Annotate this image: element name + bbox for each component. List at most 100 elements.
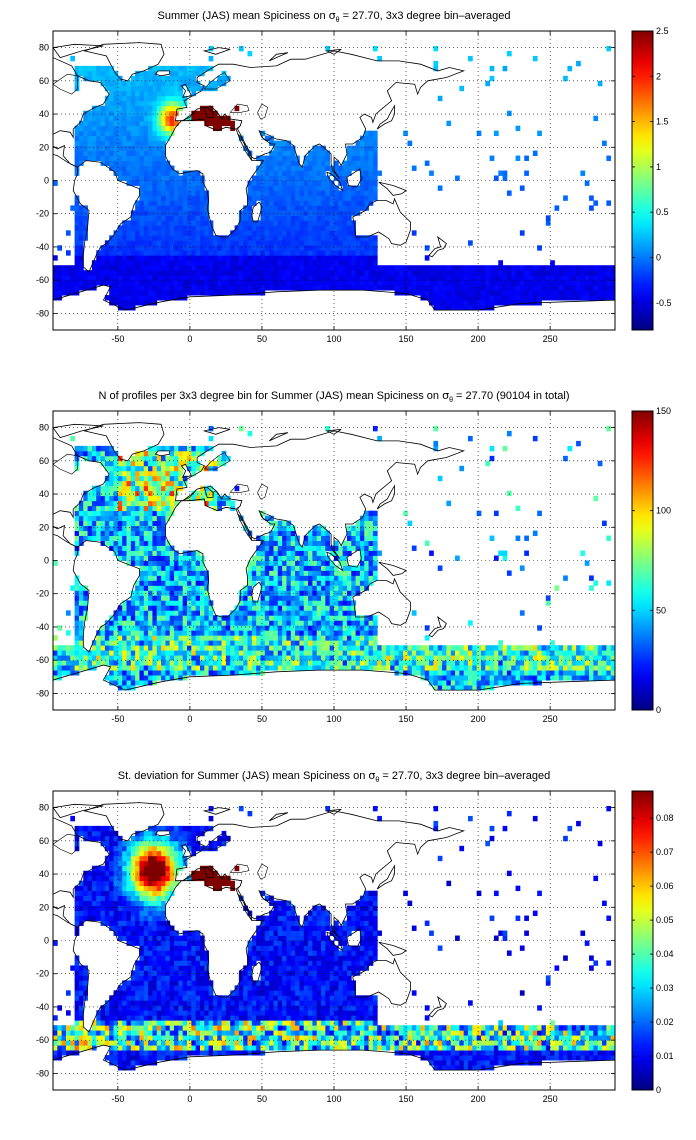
bin-cell [225,240,231,246]
bin-cell [264,215,270,221]
bin-cell [104,155,110,161]
bin-cell [286,625,292,631]
bin-cell [485,295,491,301]
bin-cell [161,295,166,301]
bin-cell [312,565,318,571]
bin-cell [334,215,339,221]
bin-cell [53,650,58,656]
bin-cell [165,295,171,301]
bin-cell [83,490,88,497]
bin-cell [286,620,292,626]
bin-cell [351,545,357,551]
bin-cell [238,605,244,611]
bin-cell [321,645,326,651]
bin-cell [187,240,192,246]
bin-cell [109,80,114,87]
bin-cell [264,645,270,651]
bin-cell [61,275,67,281]
bin-cell [312,525,318,531]
bin-cell [303,585,309,591]
bin-cell [286,580,292,586]
bin-cell [545,215,551,221]
bin-cell [169,70,175,77]
bin-cell [65,630,71,636]
bin-cell [234,635,240,641]
bin-cell [169,460,175,467]
bin-cell [182,170,188,176]
bin-cell [420,270,426,276]
bin-cell [109,475,114,482]
bin-cell [243,205,248,211]
bin-cell [312,570,318,576]
bin-cell [403,270,408,276]
bin-cell [152,90,158,97]
bin-cell [78,260,84,266]
bin-cell [537,275,542,281]
bin-cell [351,190,357,196]
bin-cell [169,675,175,681]
bin-cell [550,280,555,286]
bin-cell [429,655,434,661]
bin-cell [355,575,361,581]
bin-cell [260,575,266,581]
bin-cell [212,460,218,467]
bin-cell [139,125,145,132]
bin-cell [221,640,227,646]
bin-cell [325,215,331,221]
bin-cell [78,615,84,621]
bin-cell [182,475,188,482]
bin-cell [563,270,568,276]
bin-cell [407,645,413,651]
bin-cell [606,280,612,286]
bin-cell [161,280,166,286]
bin-cell [247,650,253,656]
bin-cell [53,675,58,681]
bin-cell [528,270,534,276]
bin-cell [390,275,395,281]
bin-cell [96,250,101,256]
bin-cell [104,295,110,301]
bin-cell [364,540,369,546]
bin-cell [234,250,240,256]
bin-cell [83,275,88,281]
bin-cell [156,90,162,97]
bin-cell [152,580,158,586]
bin-cell [221,495,227,502]
bin-cell [225,640,231,646]
bin-cell [312,600,318,606]
bin-cell [264,195,270,201]
bin-cell [169,635,175,641]
bin-cell [117,605,123,611]
bin-cell [329,225,335,231]
bin-cell [191,65,197,72]
bin-cell [130,160,136,166]
bin-cell [130,85,136,92]
bin-cell [351,205,357,211]
bin-cell [78,230,84,236]
bin-cell [152,105,158,112]
bin-cell [96,140,101,147]
bin-cell [243,220,248,226]
bin-cell [437,660,443,666]
bin-cell [251,605,257,611]
bin-cell [321,185,326,191]
bin-cell [286,575,292,581]
bin-cell [368,650,374,656]
bin-cell [338,165,344,171]
bin-cell [53,290,58,296]
bin-cell [295,200,300,206]
bin-cell [74,535,80,541]
bin-cell [122,175,127,181]
bin-cell [277,655,283,661]
bin-cell [156,120,162,127]
bin-cell [130,230,136,236]
bin-cell [109,125,114,132]
bin-cell [152,585,158,591]
bin-cell [385,645,391,651]
bin-cell [135,625,140,631]
bin-cell [195,80,201,87]
bin-cell [299,245,305,251]
bin-cell [264,615,270,621]
x-tick-label: 50 [257,334,267,344]
bin-cell [152,560,158,566]
